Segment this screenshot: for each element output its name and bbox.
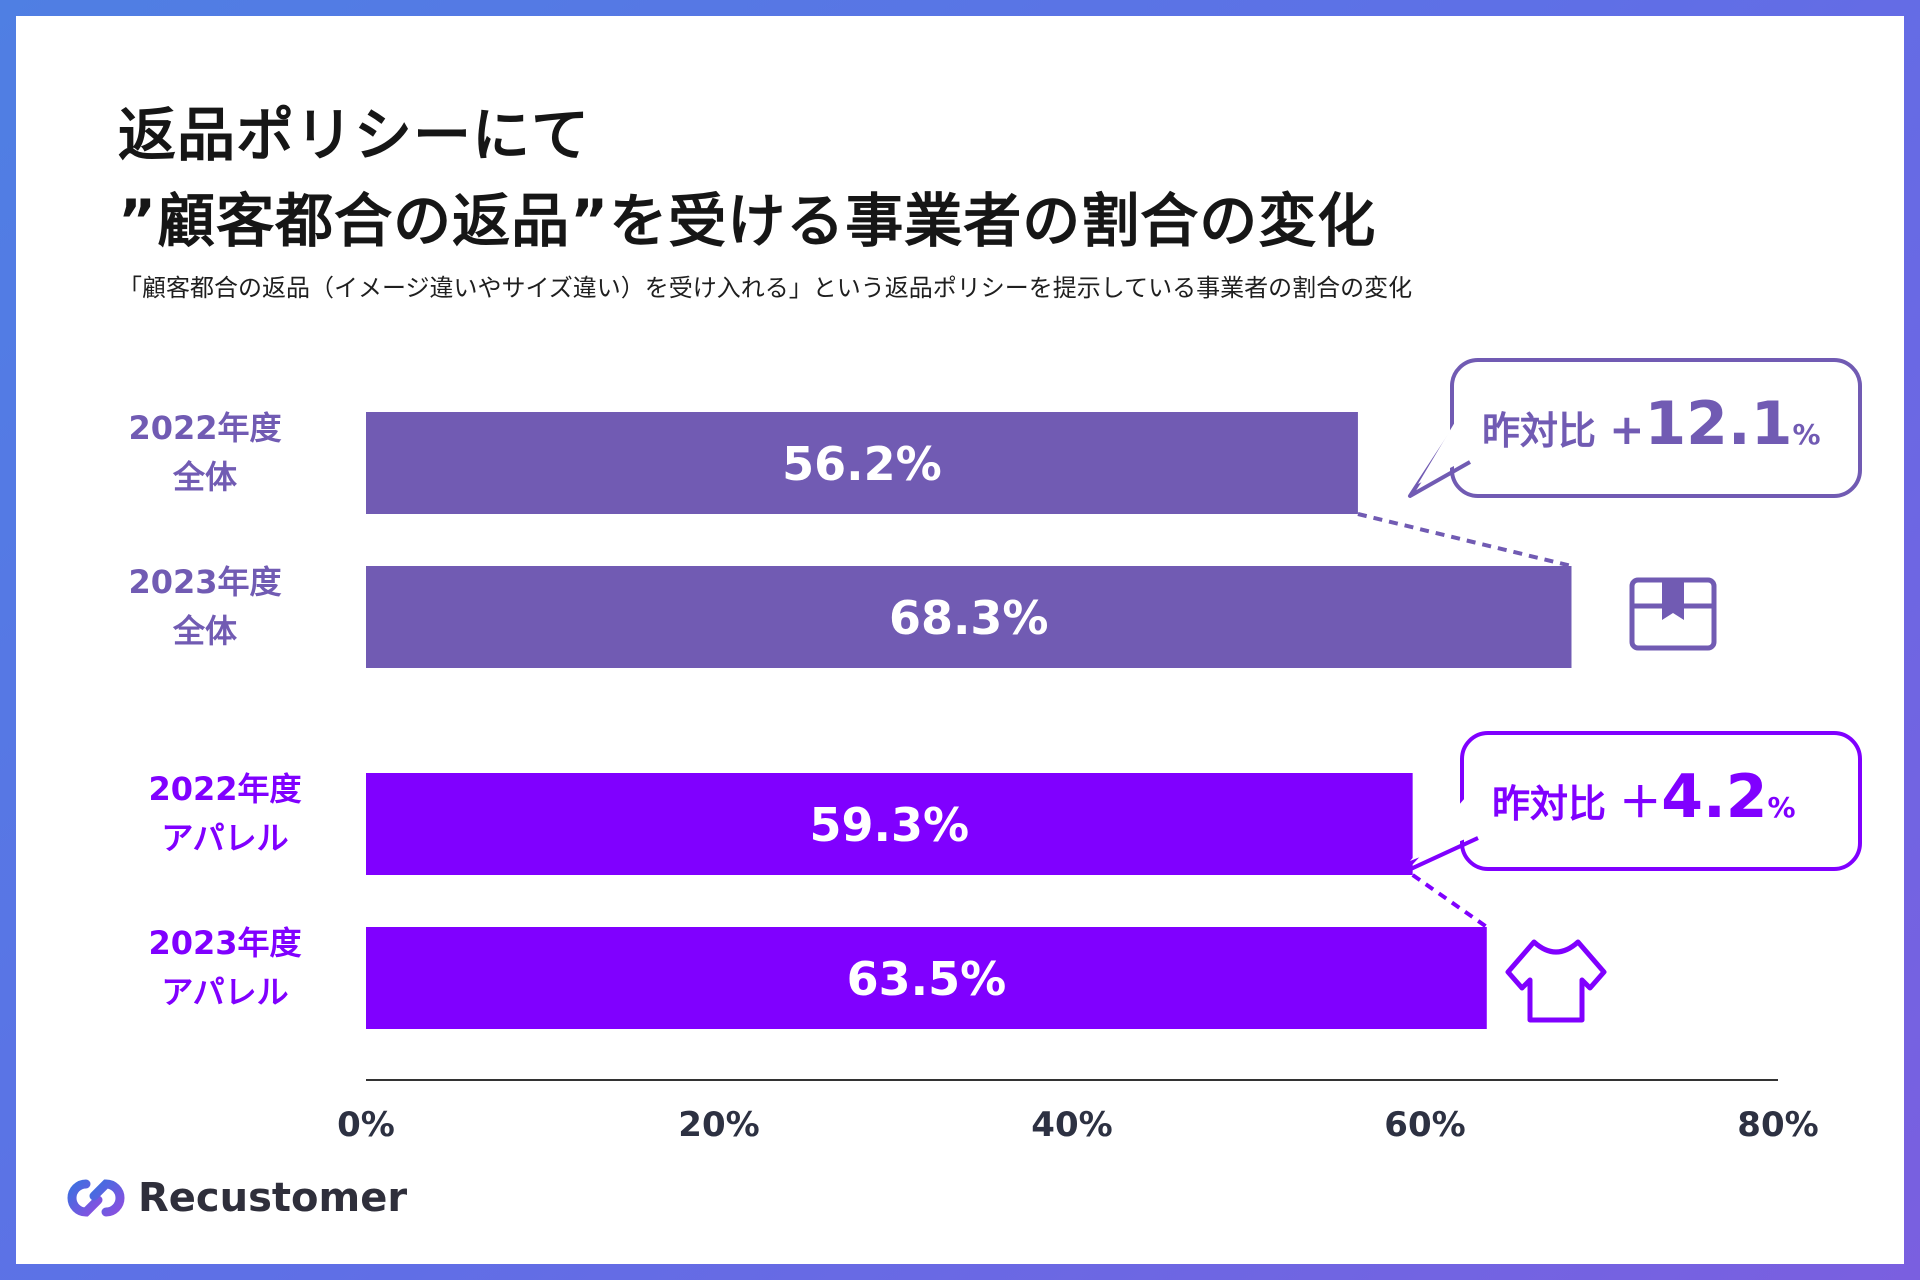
bar-category-label-year: 2022年度 [128, 409, 281, 447]
bar-apparel-2 [366, 773, 1413, 875]
tshirt-icon [1505, 939, 1607, 1023]
callout-value: 4.2 [1661, 762, 1767, 832]
brand-name: Recustomer [138, 1175, 408, 1221]
callout-sign: ＋ [1619, 778, 1661, 827]
callout-unit: % [1792, 418, 1820, 451]
box-icon-tape [1662, 580, 1684, 620]
callout-text: 昨対比 +12.1% [1482, 389, 1821, 459]
bar-category-label-year: 2022年度 [148, 770, 301, 808]
bar-overall-1 [366, 566, 1572, 668]
bar-apparel-3 [366, 927, 1487, 1029]
title-line-1: 返品ポリシーにて [118, 101, 591, 169]
x-tick-label: 60% [1384, 1105, 1465, 1145]
bar-value-label: 56.2% [782, 437, 942, 491]
callout-text: 昨対比 ＋4.2% [1492, 762, 1796, 832]
page-title: 返品ポリシーにて ”顧客都合の返品”を受ける事業者の割合の変化 [118, 92, 1376, 264]
bar-category-label-year: 2023年度 [148, 924, 301, 962]
callout-tail-fill [1418, 422, 1470, 484]
callout-sign: + [1609, 405, 1644, 454]
bar-value-label: 68.3% [889, 591, 1049, 645]
callout-value: 12.1 [1644, 389, 1792, 459]
bar-value-label: 59.3% [810, 798, 970, 852]
bar-category-label-segment: アパレル [161, 973, 288, 1011]
x-tick-label: 40% [1031, 1105, 1112, 1145]
x-tick-label: 0% [337, 1105, 395, 1145]
bar-category-label-segment: アパレル [161, 819, 288, 857]
bar-value-label: 63.5% [847, 952, 1007, 1006]
callout-bubble [1460, 731, 1862, 871]
x-tick-label: 80% [1737, 1105, 1818, 1145]
callout-unit: % [1768, 791, 1796, 824]
bar-category-label-segment: 全体 [172, 612, 237, 650]
callout-prefix: 昨対比 [1492, 782, 1619, 826]
recustomer-logo-icon [67, 1179, 125, 1217]
callout-prefix: 昨対比 [1482, 409, 1609, 453]
x-tick-label: 20% [678, 1105, 759, 1145]
bar-category-label-year: 2023年度 [128, 563, 281, 601]
title-line-2: ”顧客都合の返品”を受ける事業者の割合の変化 [118, 187, 1377, 255]
bar-overall-0 [366, 412, 1358, 514]
footer-logo: Recustomer [60, 1172, 407, 1224]
bar-category-label-segment: 全体 [172, 458, 237, 496]
callout-tail-fill [1410, 798, 1478, 861]
dashed-connector [1411, 873, 1488, 929]
subtitle: 「顧客都合の返品（イメージ違いやサイズ違い）を受け入れる」という返品ポリシーを提… [118, 274, 1413, 302]
dashed-connector [1357, 512, 1572, 568]
